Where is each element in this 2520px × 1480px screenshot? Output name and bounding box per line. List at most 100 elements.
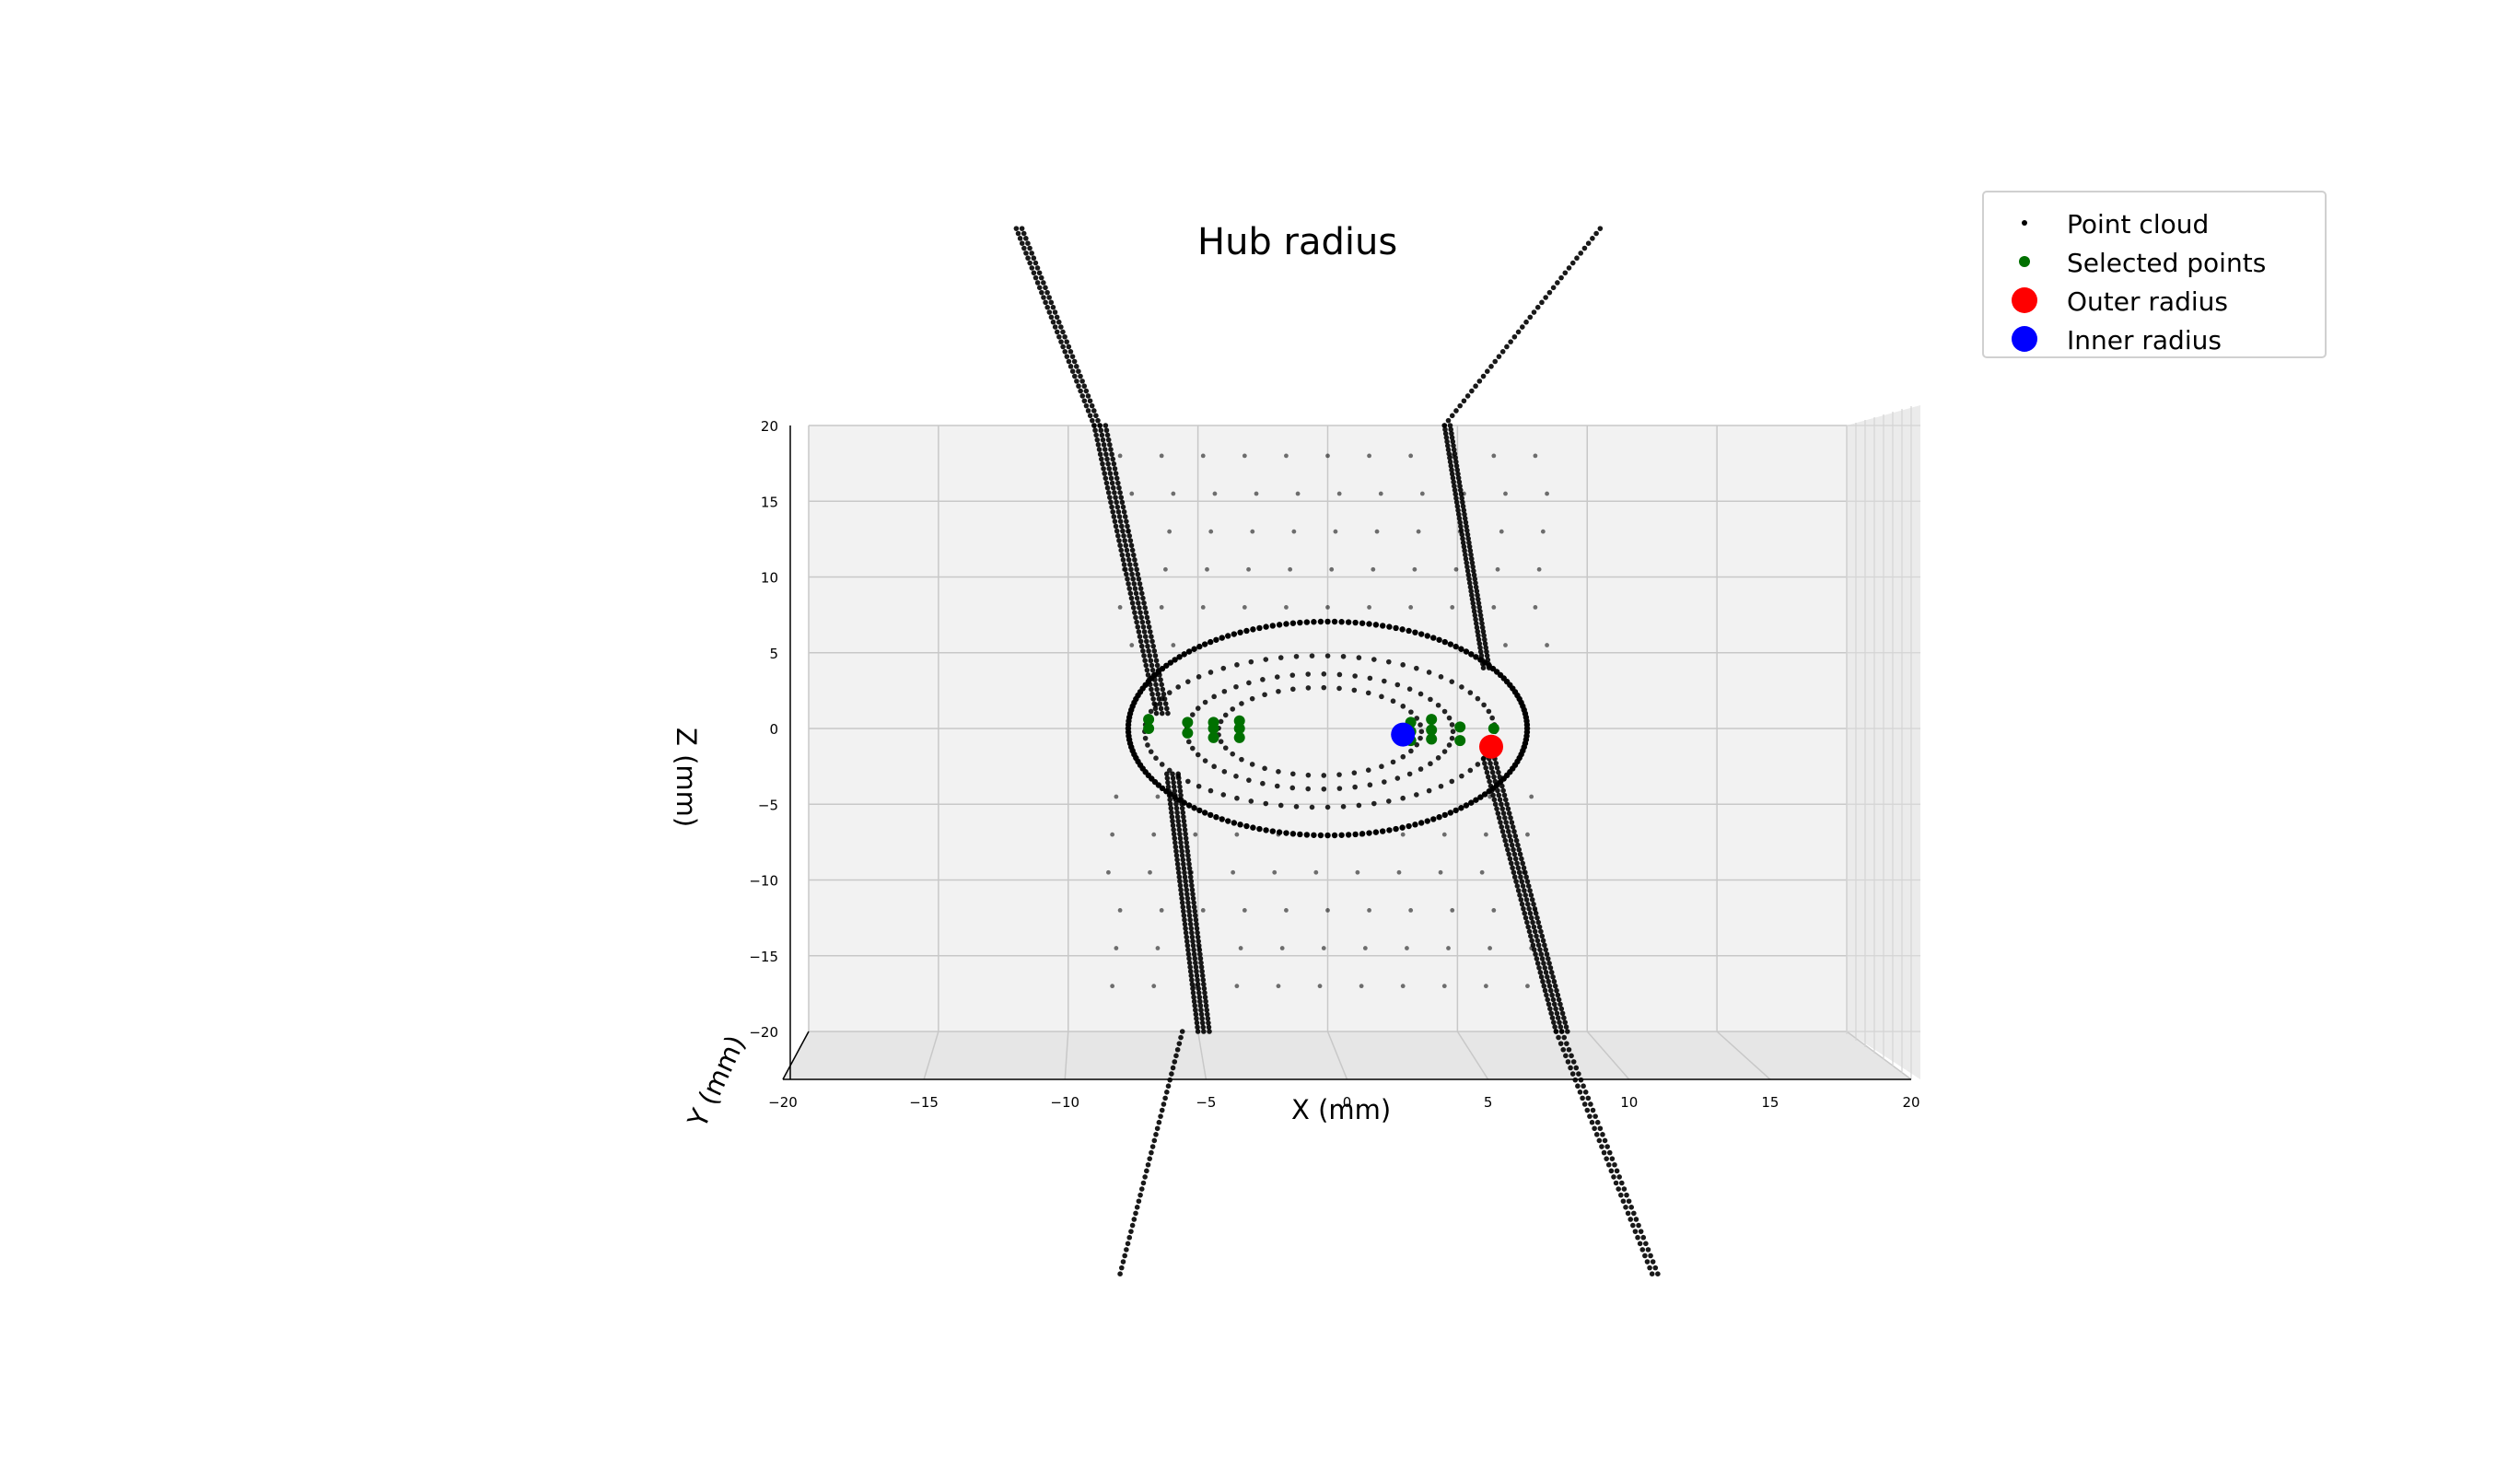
point-cloud-point bbox=[1430, 635, 1437, 641]
x-floor-gridline bbox=[1326, 1031, 1348, 1080]
point-cloud-point bbox=[1592, 1125, 1597, 1132]
point-cloud-point bbox=[1172, 844, 1179, 850]
point-cloud-point bbox=[1260, 780, 1266, 787]
point-cloud-point bbox=[1144, 614, 1150, 621]
point-cloud-point bbox=[1469, 596, 1476, 602]
point-cloud-point bbox=[1393, 825, 1399, 833]
point-cloud-point bbox=[1193, 964, 1199, 970]
point-cloud-point bbox=[1284, 908, 1289, 913]
point-cloud-point bbox=[1476, 379, 1483, 384]
point-cloud-point bbox=[1587, 1113, 1592, 1119]
point-cloud-point bbox=[1187, 874, 1194, 880]
point-cloud-point bbox=[1179, 801, 1184, 807]
point-cloud-point bbox=[1114, 499, 1119, 506]
point-cloud-point bbox=[1469, 560, 1476, 565]
point-cloud-point bbox=[1182, 869, 1187, 876]
point-cloud-point bbox=[1295, 491, 1301, 496]
point-cloud-point bbox=[1153, 1132, 1159, 1137]
point-cloud-point bbox=[1451, 443, 1456, 449]
selected-point bbox=[1488, 723, 1499, 734]
point-cloud-point bbox=[1278, 655, 1284, 660]
floor-pane bbox=[783, 1031, 1911, 1079]
point-cloud-point bbox=[1186, 866, 1193, 871]
point-cloud-point bbox=[1321, 671, 1327, 677]
point-cloud-point bbox=[1242, 605, 1247, 610]
point-cloud-point bbox=[1146, 623, 1152, 630]
point-cloud-point bbox=[1185, 951, 1192, 957]
point-cloud-point bbox=[1324, 618, 1331, 625]
point-cloud-point bbox=[1418, 766, 1424, 772]
point-cloud-point bbox=[1473, 580, 1478, 586]
point-cloud-point bbox=[1453, 459, 1459, 465]
selected-point bbox=[1208, 731, 1219, 743]
point-cloud-point bbox=[1190, 942, 1196, 949]
point-cloud-point bbox=[1578, 1077, 1584, 1083]
point-cloud-point bbox=[1194, 1016, 1199, 1021]
point-cloud-point bbox=[1408, 453, 1414, 459]
point-cloud-point bbox=[1508, 339, 1513, 344]
point-cloud-point bbox=[1396, 869, 1402, 875]
point-cloud-point bbox=[1552, 1024, 1558, 1030]
point-cloud-point bbox=[1225, 633, 1231, 639]
point-cloud-point bbox=[1157, 672, 1162, 678]
point-cloud-point bbox=[1512, 856, 1519, 862]
point-cloud-point bbox=[1557, 1020, 1562, 1025]
point-cloud-point bbox=[1499, 829, 1506, 834]
point-cloud-point bbox=[1562, 1020, 1569, 1025]
x-tick-label: −20 bbox=[768, 1094, 798, 1111]
point-cloud-point bbox=[1115, 533, 1121, 539]
x-floor-gridline bbox=[1456, 1031, 1489, 1080]
point-cloud-point bbox=[1297, 831, 1303, 838]
point-cloud-point bbox=[1079, 393, 1086, 399]
point-cloud-point bbox=[1288, 566, 1293, 572]
point-cloud-point bbox=[1160, 686, 1166, 693]
point-cloud-point bbox=[1159, 605, 1164, 610]
point-cloud-point bbox=[1463, 802, 1470, 809]
point-cloud-point bbox=[1249, 762, 1255, 767]
x-floor-gridline bbox=[1196, 1031, 1208, 1080]
point-cloud-point bbox=[1175, 818, 1182, 824]
point-cloud-point bbox=[1321, 773, 1327, 778]
legend-label: Selected points bbox=[2067, 248, 2267, 278]
point-cloud-point bbox=[1041, 295, 1046, 300]
point-cloud-point bbox=[1091, 423, 1097, 428]
point-cloud-point bbox=[1103, 480, 1110, 486]
point-cloud-point bbox=[1481, 633, 1487, 638]
point-cloud-point bbox=[1449, 722, 1455, 728]
point-cloud-point bbox=[1175, 822, 1182, 829]
point-cloud-point bbox=[1151, 648, 1158, 654]
point-cloud-point bbox=[1482, 636, 1488, 643]
point-cloud-point bbox=[1172, 1059, 1178, 1065]
point-cloud-point bbox=[1466, 540, 1472, 546]
point-cloud-point bbox=[1031, 270, 1037, 276]
point-cloud-point bbox=[1176, 779, 1183, 786]
point-cloud-point bbox=[1467, 767, 1474, 774]
point-cloud-point bbox=[1190, 745, 1196, 752]
point-cloud-point bbox=[1175, 775, 1182, 781]
point-cloud-point bbox=[1237, 822, 1243, 828]
point-cloud-point bbox=[1142, 658, 1148, 664]
point-cloud-point bbox=[1477, 608, 1483, 614]
point-cloud-point bbox=[1034, 280, 1041, 286]
point-cloud-point bbox=[1151, 701, 1158, 706]
point-cloud-point bbox=[1546, 961, 1552, 966]
point-cloud-point bbox=[1477, 648, 1484, 655]
point-cloud-point bbox=[1129, 643, 1135, 647]
point-cloud-point bbox=[1195, 1029, 1201, 1034]
point-cloud-point bbox=[1054, 329, 1060, 335]
point-cloud-point bbox=[1170, 818, 1175, 824]
point-cloud-point bbox=[1193, 984, 1198, 989]
point-cloud-point bbox=[1179, 853, 1185, 858]
point-cloud-point bbox=[1474, 589, 1480, 594]
point-cloud-point bbox=[1019, 226, 1025, 231]
inner-radius-marker-icon bbox=[2012, 326, 2037, 352]
point-cloud-point bbox=[1218, 718, 1224, 725]
point-cloud-point bbox=[1130, 552, 1137, 558]
point-cloud-point bbox=[1191, 951, 1197, 957]
x-floor-gridline bbox=[923, 1031, 939, 1080]
point-cloud-point bbox=[1195, 930, 1200, 936]
point-cloud-point bbox=[1523, 874, 1529, 880]
point-cloud-point bbox=[1382, 678, 1387, 684]
point-cloud-point bbox=[1140, 595, 1146, 601]
point-cloud-point bbox=[1441, 832, 1447, 837]
